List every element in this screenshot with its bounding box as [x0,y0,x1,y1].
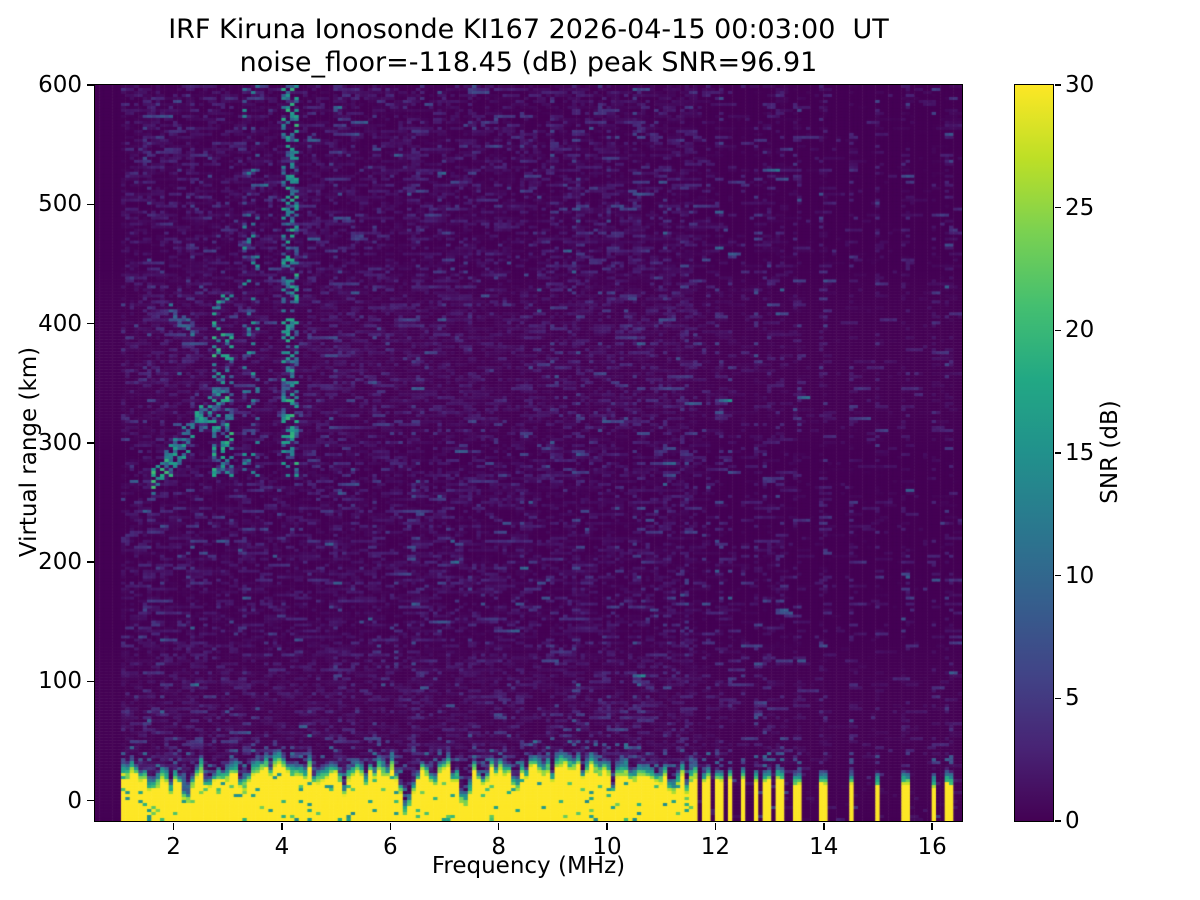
x-axis-tick-label: 4 [274,834,290,860]
x-axis-tick-mark [172,822,175,830]
y-axis-tick-label: 0 [67,787,82,814]
x-axis-tick-label: 14 [809,834,839,860]
x-axis-tick-mark [931,822,933,830]
x-axis-tick-mark [281,822,283,830]
chart-title-line1: IRF Kiruna Ionosonde KI167 2026-04-15 00… [168,14,889,45]
colorbar-tick-mark [1054,452,1061,454]
x-axis-tick-label: 10 [592,834,622,860]
y-axis-tick-mark [86,799,94,802]
colorbar-tick-label: 20 [1065,317,1095,344]
y-axis-tick-label: 200 [38,549,82,576]
y-axis-tick-label: 300 [38,429,82,456]
y-axis-tick-label: 100 [38,668,82,695]
colorbar-tick-mark [1054,84,1061,86]
chart-title-line2: noise_floor=-118.45 (dB) peak SNR=96.91 [239,47,818,78]
colorbar-tick-label: 5 [1065,685,1080,712]
y-axis-tick-label: 500 [38,191,82,218]
x-axis-tick-mark [714,822,717,830]
y-axis-tick-mark [86,442,94,444]
x-axis-tick-mark [823,822,825,830]
y-axis-tick-mark [86,203,94,206]
x-axis-tick-label: 12 [700,834,731,860]
x-axis-tick-mark [389,822,392,830]
x-axis-tick-label: 16 [917,834,947,860]
colorbar-tick-mark [1054,697,1061,700]
colorbar-tick-label: 0 [1065,808,1080,834]
colorbar-tick-label: 30 [1065,72,1095,98]
colorbar-label: SNR (dB) [1097,400,1123,504]
y-axis-tick-mark [86,561,94,563]
x-axis-tick-mark [497,822,500,830]
y-axis-tick-label: 600 [38,72,82,98]
y-axis-tick-mark [86,322,94,325]
colorbar-tick-mark [1054,206,1061,209]
colorbar-tick-label: 10 [1065,562,1095,589]
ionogram-heatmap-canvas [94,84,962,821]
y-axis-tick-mark [86,680,94,683]
colorbar-tick-label: 15 [1065,440,1095,466]
x-axis-tick-mark [606,822,608,830]
x-axis-label: Frequency (MHz) [431,853,626,879]
colorbar-tick-mark [1054,820,1061,822]
colorbar-tick-label: 25 [1065,194,1095,221]
colorbar-tick-mark [1054,329,1061,332]
y-axis-tick-label: 400 [38,310,82,337]
x-axis-tick-label: 2 [166,834,181,860]
chart-title: IRF Kiruna Ionosonde KI167 2026-04-15 00… [95,13,962,79]
colorbar-tick-mark [1054,574,1061,577]
colorbar [1013,83,1054,822]
y-axis-label: Virtual range (km) [16,346,42,558]
x-axis-tick-label: 6 [382,834,398,860]
y-axis-tick-mark [86,84,94,86]
plot-area [93,83,963,822]
x-axis-tick-label: 8 [491,834,506,860]
